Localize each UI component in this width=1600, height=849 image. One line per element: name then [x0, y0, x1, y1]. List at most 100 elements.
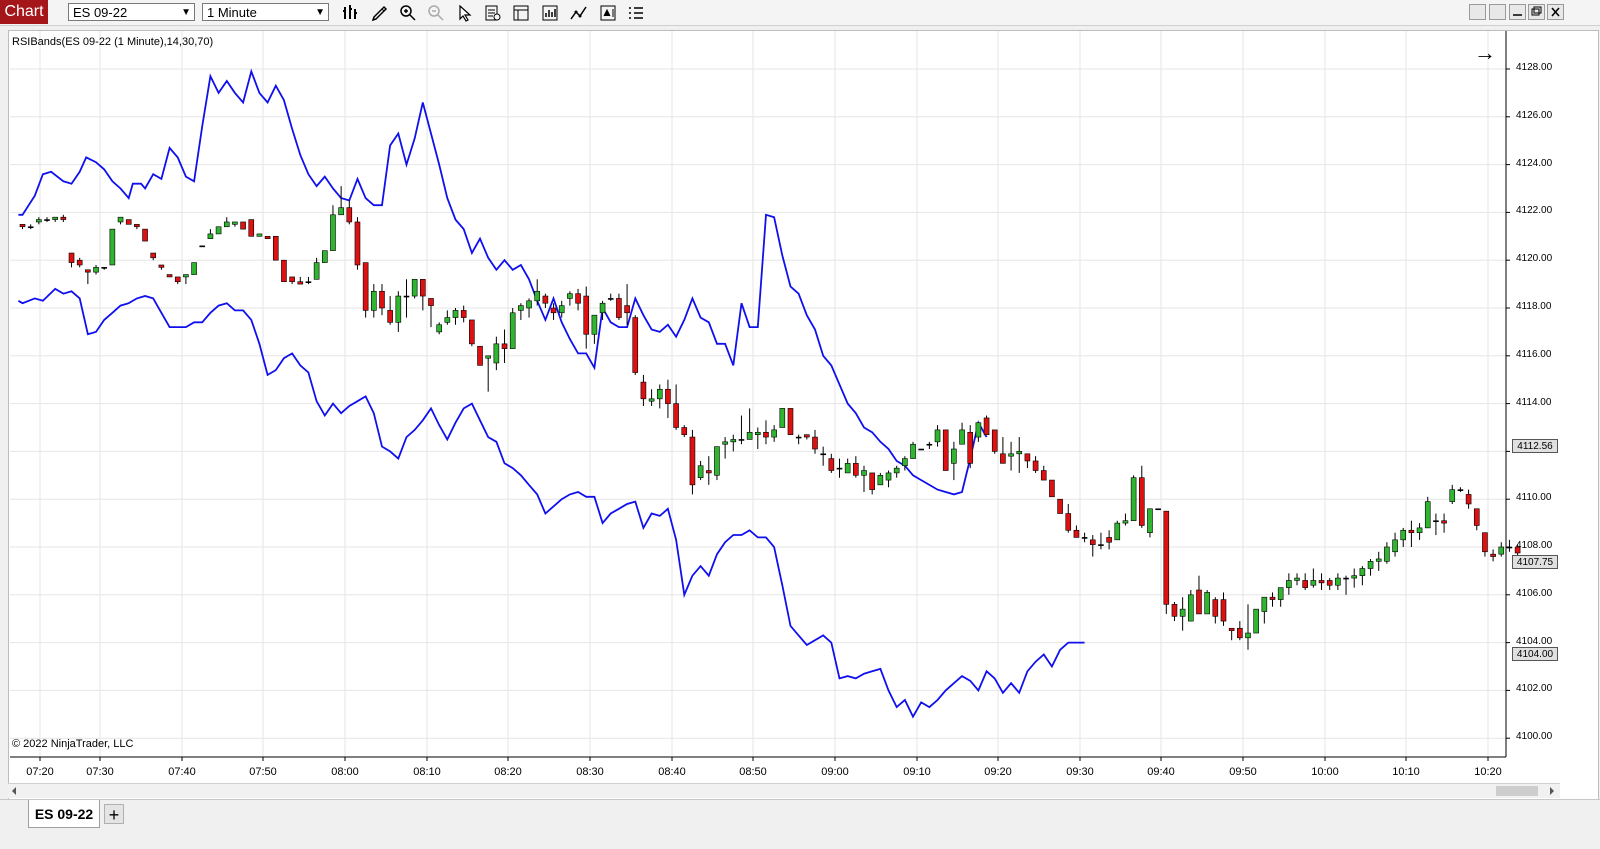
- y-axis-label: 4126.00: [1516, 109, 1553, 121]
- candle-body: [493, 343, 500, 364]
- candle-body: [1302, 580, 1308, 588]
- instrument-selector[interactable]: ES 09-22 ▼: [68, 3, 195, 21]
- candle-body: [607, 298, 614, 300]
- candle-body: [428, 298, 434, 306]
- list-icon[interactable]: [626, 3, 646, 23]
- candle-body: [1400, 529, 1407, 541]
- scrollbar-thumb[interactable]: [1496, 786, 1538, 796]
- candle-body: [1245, 632, 1251, 639]
- scroll-right-icon[interactable]: [1548, 786, 1556, 796]
- candle-body: [1318, 580, 1325, 584]
- candle-body: [1277, 587, 1284, 600]
- template-icon[interactable]: [511, 3, 531, 23]
- candle-body: [199, 245, 206, 248]
- candle-body: [1465, 494, 1472, 505]
- candle-body: [1310, 580, 1317, 586]
- candle-body: [109, 228, 116, 266]
- last-price-tag: 4107.75: [1512, 555, 1558, 569]
- candle-body: [1098, 544, 1104, 546]
- rsi-upper-band-line: [18, 68, 988, 496]
- candle-body: [142, 228, 148, 242]
- y-axis-label: 4124.00: [1516, 157, 1553, 169]
- chart-toolbar: Chart ES 09-22 ▼ 1 Minute ▼: [0, 0, 1600, 26]
- pointer-icon[interactable]: [455, 3, 475, 23]
- candle-body: [1490, 553, 1496, 557]
- y-axis-label: 4116.00: [1516, 348, 1552, 360]
- x-axis-label: 09:20: [984, 766, 1012, 778]
- properties-icon[interactable]: [598, 3, 618, 23]
- close-button[interactable]: [1547, 4, 1564, 20]
- scroll-right-arrow-icon[interactable]: →: [1474, 40, 1496, 65]
- x-axis-label: 08:50: [739, 766, 767, 778]
- data-box-icon[interactable]: [483, 3, 503, 23]
- chevron-down-icon: ▼: [315, 7, 325, 18]
- candle-body: [763, 431, 769, 438]
- y-axis-label: 4104.00: [1516, 635, 1553, 647]
- candle-body: [665, 388, 671, 404]
- candle-body: [93, 267, 99, 273]
- zoom-in-icon[interactable]: [398, 3, 418, 23]
- candle-body: [395, 295, 402, 323]
- candle-body: [411, 279, 418, 297]
- upper-band-price-tag: 4112.56: [1512, 439, 1558, 453]
- candle-body: [256, 233, 263, 237]
- maximize-button[interactable]: [1528, 4, 1545, 20]
- candle-body: [1089, 539, 1096, 545]
- x-axis-label: 09:00: [821, 766, 849, 778]
- x-axis-label: 08:30: [576, 766, 604, 778]
- candle-body: [828, 458, 835, 471]
- candle-body: [877, 474, 884, 486]
- minimize-panel-button[interactable]: [1469, 4, 1486, 20]
- candle-body: [1482, 532, 1488, 553]
- candle-body: [616, 298, 622, 318]
- minimize-button[interactable]: [1509, 4, 1526, 20]
- candle-body: [869, 472, 875, 490]
- candle-body: [779, 408, 786, 428]
- candle-body: [1204, 592, 1210, 615]
- add-tab-button[interactable]: +: [104, 804, 124, 825]
- x-axis-label: 07:20: [26, 766, 54, 778]
- candle-body: [926, 443, 933, 446]
- restore-panel-button[interactable]: [1489, 4, 1506, 20]
- candle-body: [787, 408, 794, 435]
- candle-body: [1147, 508, 1153, 533]
- strategy-icon[interactable]: [540, 3, 560, 23]
- bar-type-icon[interactable]: [341, 3, 361, 23]
- scroll-left-icon[interactable]: [10, 786, 18, 796]
- candle-body: [861, 470, 867, 476]
- candle-body: [714, 446, 720, 476]
- candle-body: [991, 429, 998, 452]
- candle-body: [444, 317, 451, 323]
- candle-body: [599, 302, 606, 314]
- indicator-icon[interactable]: [569, 3, 589, 23]
- candle-body: [183, 274, 189, 278]
- drawing-tool-icon[interactable]: [370, 3, 390, 23]
- candle-body: [321, 250, 328, 263]
- zoom-out-icon[interactable]: [426, 3, 446, 23]
- horizontal-scrollbar[interactable]: [8, 783, 1560, 798]
- x-axis-label: 07:30: [86, 766, 114, 778]
- candle-body: [942, 429, 949, 471]
- tab-es-09-22[interactable]: ES 09-22: [28, 800, 100, 828]
- y-axis-label: 4114.00: [1516, 396, 1552, 408]
- chevron-down-icon: ▼: [181, 7, 191, 18]
- candle-body: [746, 431, 753, 440]
- candle-body: [844, 463, 851, 474]
- candle-body: [648, 398, 655, 402]
- candle-body: [379, 290, 385, 309]
- candle-body: [1032, 460, 1039, 471]
- candle-body: [1326, 580, 1333, 586]
- chart-window-label: Chart: [0, 0, 48, 24]
- candle-body: [223, 221, 230, 228]
- interval-selector[interactable]: 1 Minute ▼: [202, 3, 329, 21]
- candle-body: [934, 429, 941, 443]
- candle-body: [640, 381, 647, 400]
- candle-body: [975, 422, 982, 438]
- candle-body: [738, 439, 745, 441]
- candle-body: [387, 310, 393, 323]
- chart-panel[interactable]: [8, 30, 1599, 818]
- candle-body: [754, 431, 761, 435]
- candle-body: [1514, 546, 1521, 554]
- candle-body: [403, 295, 410, 298]
